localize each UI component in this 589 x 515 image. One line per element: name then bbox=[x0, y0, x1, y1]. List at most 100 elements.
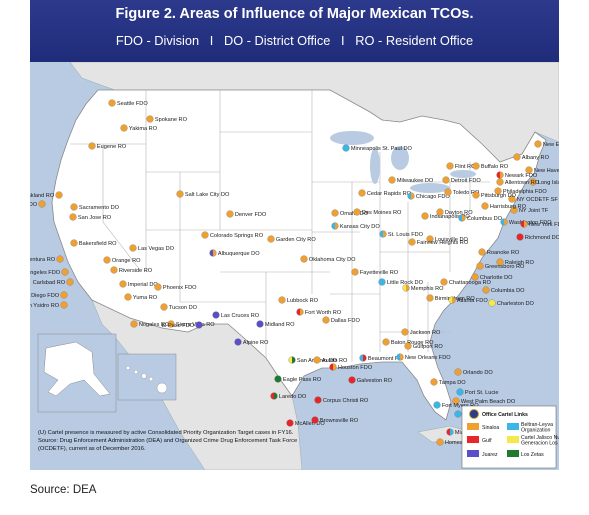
office-bakersfield-ro: Bakersfield RO bbox=[70, 239, 117, 247]
office-marker-slice bbox=[209, 249, 213, 257]
office-label: Tucson DO bbox=[169, 305, 198, 311]
office-marker bbox=[110, 266, 118, 274]
office-chattanooga-ro: Chattanooga RO bbox=[440, 278, 492, 286]
office-label: New Haven DO bbox=[534, 168, 559, 174]
office-label: Port St. Lucie bbox=[465, 390, 499, 396]
office-spokane-ro: Spokane RO bbox=[146, 115, 188, 123]
office-marker bbox=[103, 256, 111, 264]
office-marker bbox=[472, 191, 480, 199]
office-label: Chicago FDO bbox=[416, 194, 451, 200]
footnote-line-3: (OCDETF), current as of December 2016. bbox=[38, 446, 146, 452]
office-harrisburg-ro: Harrisburg RO bbox=[481, 202, 527, 210]
office-marker bbox=[286, 419, 294, 427]
office-toledo-ro: Toledo RO bbox=[444, 188, 480, 196]
office-label: New Orleans FDO bbox=[405, 355, 451, 361]
office-label: Yakima RO bbox=[129, 126, 158, 132]
office-atlanta-fdo: Atlanta FDO bbox=[448, 296, 488, 304]
footnote-line-1: (U) Cartel presence is measured by activ… bbox=[38, 430, 294, 436]
office-philadelphia-fdo: Philadelphia FDO bbox=[494, 187, 547, 195]
office-label: Las Vegas DO bbox=[138, 246, 175, 252]
office-long-island-do: Long Island DO bbox=[529, 178, 559, 186]
office-label: Galveston RO bbox=[357, 378, 393, 384]
office-marker bbox=[129, 244, 137, 252]
office-label: Detroit FDO bbox=[451, 178, 481, 184]
hawaii-inset bbox=[117, 353, 177, 401]
office-marker bbox=[300, 255, 308, 263]
office-marker bbox=[456, 388, 464, 396]
office-new-england-fdo: New England FDO bbox=[534, 140, 559, 148]
office-ventura-ro: Ventura RO bbox=[30, 255, 64, 263]
office-label: El Paso FDO bbox=[161, 323, 194, 329]
office-los-angeles-fdo: Los Angeles FDO bbox=[30, 268, 69, 276]
office-marker bbox=[496, 178, 504, 186]
office-label: San Ysidro RO bbox=[30, 303, 60, 309]
office-label: San Diego FDO bbox=[30, 293, 60, 299]
office-fayetteville-ro: Fayetteville RO bbox=[351, 268, 399, 276]
office-fort-myers-ro: Fort Myers RO bbox=[433, 401, 479, 409]
office-marker bbox=[436, 208, 444, 216]
office-label: Long Island DO bbox=[538, 180, 559, 186]
office-marker-slice bbox=[458, 214, 462, 222]
office-marker bbox=[331, 209, 339, 217]
office-marker bbox=[313, 356, 321, 364]
office-label: Toledo RO bbox=[453, 190, 480, 196]
office-marker-ring bbox=[448, 296, 456, 304]
office-marker bbox=[351, 268, 359, 276]
office-des-moines-ro: Des Moines RO bbox=[353, 208, 402, 216]
office-label: Baton Rouge RO bbox=[391, 340, 434, 346]
legend-swatch-blo bbox=[507, 423, 519, 430]
office-columbia-do: Columbia DO bbox=[482, 286, 525, 294]
office-dayton-ro: Dayton RO bbox=[436, 208, 473, 216]
office-marker bbox=[88, 142, 96, 150]
office-marker bbox=[124, 293, 132, 301]
office-marker bbox=[119, 280, 127, 288]
office-seattle-fdo: Seattle FDO bbox=[108, 99, 148, 107]
office-richmond-do: Richmond DO bbox=[516, 233, 559, 241]
office-marker bbox=[404, 342, 412, 350]
legend-label-juarez: Juarez bbox=[482, 452, 498, 458]
office-marker-slice bbox=[500, 171, 504, 179]
office-jackson-ro: Jackson RO bbox=[401, 328, 441, 336]
figure-header: Figure 2. Areas of Influence of Major Me… bbox=[30, 0, 559, 62]
office-marker bbox=[454, 368, 462, 376]
office-greensboro-ro: Greensboro RO bbox=[476, 262, 525, 270]
office-marker bbox=[433, 401, 441, 409]
office-yakima-ro: Yakima RO bbox=[120, 124, 158, 132]
office-label: Beaumont RO bbox=[368, 356, 404, 362]
office-label: Nogales RO bbox=[139, 322, 170, 328]
office-marker-slice bbox=[496, 171, 500, 179]
office-marker bbox=[525, 166, 533, 174]
office-marker-ring bbox=[496, 171, 504, 179]
office-marker-slice bbox=[402, 284, 406, 292]
office-memphis-ro: Memphis RO bbox=[402, 284, 444, 292]
office-label: Charleston DO bbox=[497, 301, 535, 307]
office-houston-fdo: Houston FDO bbox=[329, 363, 373, 371]
office-label: Harrisburg RO bbox=[490, 204, 527, 210]
office-label: Alpine RO bbox=[243, 340, 269, 346]
office-label: West Palm Beach DO bbox=[461, 399, 516, 405]
office-label: Atlanta FDO bbox=[457, 298, 488, 304]
office-marker-slice bbox=[411, 192, 415, 200]
office-marker-slice bbox=[333, 363, 337, 371]
office-lubbock-ro: Lubbock RO bbox=[278, 296, 319, 304]
office-marker bbox=[516, 233, 524, 241]
office-label: Tampa DO bbox=[439, 380, 466, 386]
office-marker-slice bbox=[270, 392, 274, 400]
office-roanoke-ro: Roanoke RO bbox=[478, 248, 520, 256]
office-raleigh-ro: Raleigh RO bbox=[496, 258, 534, 266]
office-label: Columbus DO bbox=[467, 216, 503, 222]
office-marker-ring bbox=[396, 353, 404, 361]
office-gulfport-ro: Gulfport RO bbox=[404, 342, 443, 350]
office-marker-ring bbox=[458, 214, 466, 222]
office-marker bbox=[496, 258, 504, 266]
office-marker bbox=[421, 212, 429, 220]
office-laredo-do: Laredo DO bbox=[270, 392, 307, 400]
office-marker-ring bbox=[359, 354, 367, 362]
office-marker-slice bbox=[300, 308, 304, 316]
office-san-diego-fdo: San Diego FDO bbox=[30, 291, 68, 299]
office-label: Riverside RO bbox=[119, 268, 153, 274]
office-marker bbox=[70, 203, 78, 211]
office-label: Fayetteville RO bbox=[360, 270, 399, 276]
office-colorado-springs-ro: Colorado Springs RO bbox=[201, 231, 264, 239]
office-marker-slice bbox=[274, 392, 278, 400]
